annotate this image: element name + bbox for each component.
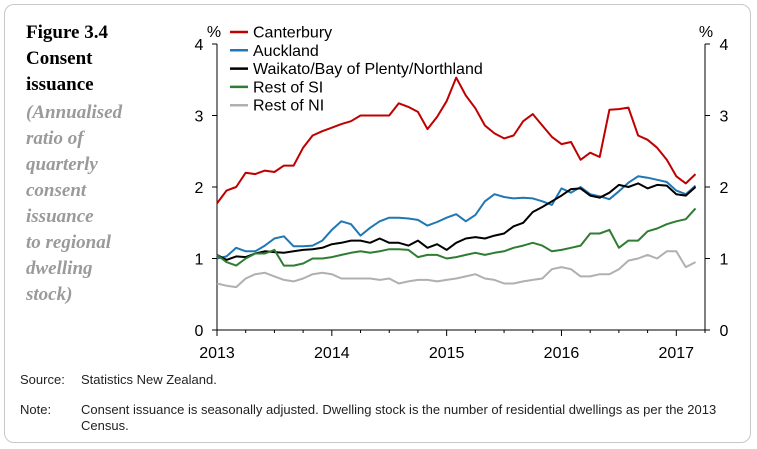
- y-tick-label-left: 3: [195, 109, 204, 126]
- series-line-waikato-bay-of-plenty-northland: [216, 182, 697, 261]
- figure-title-line: Figure 3.4: [26, 22, 108, 43]
- legend-label: Waikato/Bay of Plenty/Northland: [253, 61, 483, 78]
- x-tick-label: 2017: [658, 345, 694, 362]
- x-tick-label: 2013: [199, 345, 235, 362]
- figure-title-line: issuance: [26, 74, 94, 95]
- x-tick-label: 2015: [429, 345, 465, 362]
- source-label: Source:: [20, 372, 65, 387]
- figure-subtitle: (Annualised ratio of quarterly consent i…: [26, 100, 156, 308]
- legend-label: Rest of NI: [253, 98, 324, 115]
- y-tick-label-right: 3: [720, 109, 729, 126]
- series-line-canterbury: [216, 76, 697, 204]
- x-tick-label: 2014: [314, 345, 350, 362]
- y-tick-label-right: 2: [720, 180, 729, 197]
- figure-subtitle-line: (Annualised: [26, 102, 123, 123]
- figure-title: Figure 3.4 Consent issuance: [26, 20, 156, 98]
- y-unit-label-left: %: [207, 24, 221, 41]
- y-tick-label-right: 0: [720, 323, 729, 340]
- y-tick-label-left: 0: [195, 323, 204, 340]
- y-unit-label-right: %: [699, 24, 713, 41]
- figure-caption: Figure 3.4 Consent issuance (Annualised …: [26, 20, 156, 308]
- figure-subtitle-line: ratio of: [26, 128, 84, 149]
- x-tick-label: 2016: [544, 345, 580, 362]
- figure-subtitle-line: quarterly: [26, 154, 98, 175]
- y-tick-label-left: 1: [195, 252, 204, 269]
- legend-label: Rest of SI: [253, 79, 323, 96]
- y-tick-label-right: 4: [720, 37, 729, 54]
- figure-subtitle-line: consent: [26, 180, 87, 201]
- y-tick-label-left: 4: [195, 37, 204, 54]
- note-text: Consent issuance is seasonally adjusted.…: [81, 402, 717, 433]
- y-tick-label-right: 1: [720, 252, 729, 269]
- figure-subtitle-line: issuance: [26, 206, 94, 227]
- legend-label: Auckland: [253, 43, 319, 60]
- figure-subtitle-line: dwelling: [26, 258, 93, 279]
- series-line-rest-of-ni: [216, 250, 696, 289]
- series-line-rest-of-si: [216, 207, 697, 267]
- figure-title-line: Consent: [26, 48, 93, 69]
- figure-subtitle-line: stock): [26, 284, 73, 305]
- note-label: Note:: [20, 402, 52, 417]
- source-text: Statistics New Zealand.: [81, 372, 217, 387]
- legend-label: Canterbury: [253, 25, 332, 42]
- figure-subtitle-line: to regional: [26, 232, 111, 253]
- series-line-auckland: [216, 175, 697, 260]
- y-tick-label-left: 2: [195, 180, 204, 197]
